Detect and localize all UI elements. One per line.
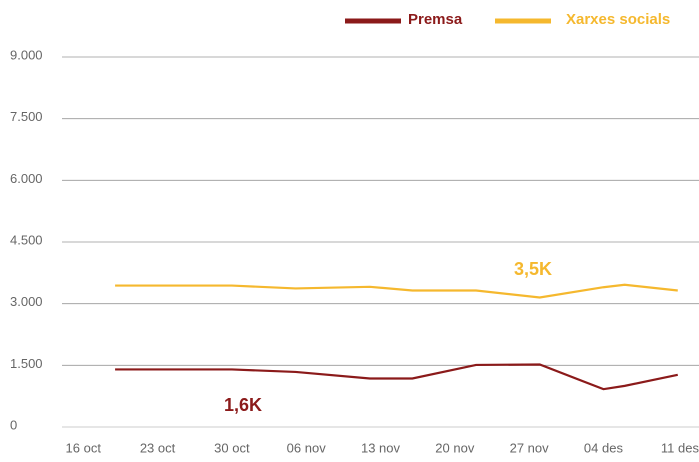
x-tick-label: 13 nov: [361, 440, 401, 455]
x-tick-label: 11 des: [661, 440, 699, 455]
x-tick-label: 30 oct: [214, 440, 250, 455]
y-tick-label: 0: [10, 417, 17, 432]
y-tick-label: 4.500: [10, 232, 43, 247]
legend-label: Xarxes socials: [566, 11, 670, 28]
y-tick-label: 6.000: [10, 171, 43, 186]
legend-label: Premsa: [408, 11, 463, 28]
y-tick-label: 9.000: [10, 47, 43, 62]
series-line: [115, 363, 678, 391]
x-tick-label: 27 nov: [510, 440, 550, 455]
y-tick-label: 1.500: [10, 356, 43, 371]
annotation: 1,6K: [224, 395, 262, 415]
x-tick-label: 04 des: [584, 440, 624, 455]
y-tick-label: 3.000: [10, 294, 43, 309]
y-tick-label: 7.500: [10, 109, 43, 124]
x-tick-label: 20 nov: [435, 440, 475, 455]
x-tick-label: 16 oct: [66, 440, 102, 455]
series-line: [115, 283, 678, 299]
x-tick-label: 06 nov: [287, 440, 327, 455]
x-tick-label: 23 oct: [140, 440, 176, 455]
annotation: 3,5K: [514, 259, 552, 279]
